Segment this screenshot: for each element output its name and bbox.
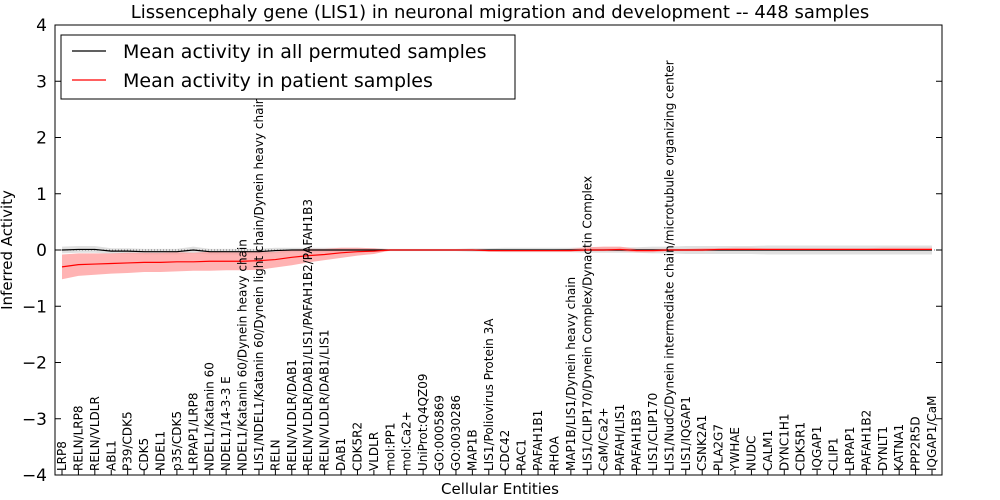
x-tick-label: IQGAP1/CaM xyxy=(925,396,939,472)
x-tick-label: LRP8 xyxy=(55,441,69,471)
x-tick-label: ABL1 xyxy=(104,440,118,471)
y-tick-label: 1 xyxy=(36,185,47,205)
x-tick-label: CALM1 xyxy=(761,430,775,471)
x-tick-label: PPP2R5D xyxy=(909,416,923,471)
legend: Mean activity in all permuted samples Me… xyxy=(60,34,516,100)
x-tick-label: IQGAP1 xyxy=(810,426,824,471)
x-tick-label: DYNC1H1 xyxy=(777,413,791,471)
x-tick-label: CDK5R1 xyxy=(794,422,808,471)
x-tick-label: PAFAH/LIS1 xyxy=(613,404,627,471)
x-tick-label: CaM/Ca2+ xyxy=(597,407,611,471)
x-tick-label: MAP1B/LIS1/Dynein heavy chain xyxy=(564,277,578,471)
y-tick-label: 3 xyxy=(36,72,47,92)
x-tick-label: PAFAH1B2 xyxy=(859,410,873,471)
x-tick-label: LIS1/CLIP170 xyxy=(646,393,660,471)
x-tick-label: p35/CDK5 xyxy=(170,411,184,471)
x-tick-label: MAP1B xyxy=(465,429,479,471)
y-tick-label: −4 xyxy=(22,466,47,486)
x-tick-label: RELN/LRP8 xyxy=(71,405,85,471)
x-tick-label: NDEL1/14-3-3 E xyxy=(219,376,233,471)
y-tick-label: −1 xyxy=(22,297,47,317)
band-patient-samples xyxy=(62,246,932,280)
x-tick-label: RELN/VLDLR xyxy=(88,396,102,471)
x-tick-label: VLDLR xyxy=(367,432,381,471)
x-tick-label: NDEL1/Katanin 60 xyxy=(203,362,217,471)
x-tick-label: PAFAH1B3 xyxy=(630,410,644,471)
x-tick-label: mol:PP1 xyxy=(383,422,397,471)
legend-box xyxy=(60,34,516,100)
y-tick-label: 4 xyxy=(36,16,47,36)
x-tick-label: P39/CDK5 xyxy=(121,411,135,471)
x-tick-label: UniProt:Q4QZ09 xyxy=(416,373,430,471)
x-tick-label: GO:0030286 xyxy=(449,395,463,471)
x-tick-label: LIS1/IQGAP1 xyxy=(679,396,693,471)
x-tick-label: LIS1/CLIP170/Dynein Complex/Dynactin Com… xyxy=(580,176,594,471)
line-patient-samples xyxy=(61,248,932,268)
x-tick-label: mol:Ca2+ xyxy=(400,411,414,471)
x-tick-label: LIS1/NudC/Dynein intermediate chain/micr… xyxy=(662,60,676,471)
x-tick-label: LIS1/NDEL1/Katanin 60/Dynein light chain… xyxy=(252,97,266,471)
x-tick-label: KATNA1 xyxy=(892,424,906,471)
x-axis-label: Cellular Entities xyxy=(441,480,559,498)
x-tick-label: LRPAP1 xyxy=(843,426,857,471)
x-tick-label: RELN/VLDLR/DAB1/LIS1/PAFAH1B2/PAFAH1B3 xyxy=(301,199,315,471)
legend-label-permuted: Mean activity in all permuted samples xyxy=(123,41,486,63)
x-tick-label: RAC1 xyxy=(515,439,529,471)
chart-title: Lissencephaly gene (LIS1) in neuronal mi… xyxy=(131,2,870,23)
x-tick-label: CDC42 xyxy=(498,430,512,471)
x-tick-label: RELN/VLDLR/DAB1/LIS1 xyxy=(318,330,332,471)
x-tick-label: CDK5R2 xyxy=(350,422,364,471)
x-tick-label: LIS1/Poliovirus Protein 3A xyxy=(482,318,496,471)
y-tick-label: −3 xyxy=(22,410,47,430)
x-tick-label: RELN xyxy=(268,439,282,471)
x-tick-label: NUDC xyxy=(744,436,758,471)
x-tick-label: CSNK2A1 xyxy=(695,415,709,471)
x-tick-label: DYNLT1 xyxy=(876,426,890,471)
x-tick-label: GO:0005869 xyxy=(433,395,447,471)
x-tick-label: LRPAP1/LRP8 xyxy=(186,392,200,471)
x-tick-label: NDEL1/Katanin 60/Dynein heavy chain xyxy=(236,239,250,471)
x-tick-label: YWHAE xyxy=(728,427,742,472)
x-tick-label: NDEL1 xyxy=(153,431,167,471)
y-tick-label: −2 xyxy=(22,354,47,374)
y-axis-label: Inferred Activity xyxy=(0,190,16,310)
x-tick-label: RELN/VLDLR/DAB1 xyxy=(285,359,299,471)
x-tick-label: CDK5 xyxy=(137,438,151,471)
legend-label-patient: Mean activity in patient samples xyxy=(123,70,433,92)
x-tick-label: DAB1 xyxy=(334,438,348,471)
y-tick-label: 0 xyxy=(36,241,47,261)
x-tick-label: CLIP1 xyxy=(827,438,841,471)
x-tick-label: PLA2G7 xyxy=(712,424,726,471)
x-tick-label: RHOA xyxy=(547,435,561,471)
y-tick-label: 2 xyxy=(36,129,47,149)
x-tick-label: PAFAH1B1 xyxy=(531,410,545,471)
